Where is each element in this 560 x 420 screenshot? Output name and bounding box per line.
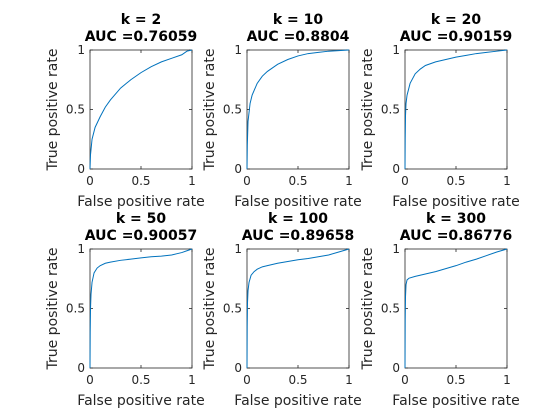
x-axis-label: False positive rate: [77, 194, 204, 210]
x-tick-label: 1: [345, 373, 353, 387]
roc-curve: [246, 49, 350, 170]
x-tick-label: 0: [401, 373, 409, 387]
x-tick-label: 0: [243, 373, 251, 387]
x-tick-label: 0.5: [131, 174, 150, 188]
x-tick-label: 0.5: [131, 373, 150, 387]
axes-box: [246, 248, 350, 369]
y-tick-label: 0.5: [381, 302, 400, 316]
y-axis-label: True positive rate: [360, 49, 376, 172]
x-tick-label: 0.5: [288, 174, 307, 188]
subplot-title-k: k = 50: [116, 211, 167, 227]
subplot-title-k: k = 300: [426, 211, 486, 227]
subplot-title-auc: AUC =0.86776: [400, 228, 512, 244]
x-tick-label: 1: [345, 174, 353, 188]
subplot-title-auc: AUC =0.90159: [400, 29, 512, 45]
subplot-title-k: k = 10: [273, 12, 324, 28]
x-tick-label: 0.5: [446, 174, 465, 188]
y-tick-label: 1: [392, 242, 400, 256]
x-tick-label: 0: [86, 373, 94, 387]
y-tick-label: 1: [234, 242, 242, 256]
y-tick-label: 0.5: [223, 302, 242, 316]
y-tick-label: 0: [234, 361, 242, 375]
y-tick-label: 0: [234, 162, 242, 176]
y-tick-label: 1: [234, 43, 242, 57]
y-tick-label: 0: [77, 162, 85, 176]
roc-curve: [246, 248, 350, 369]
axes-box: [89, 49, 193, 170]
subplot-title-auc: AUC =0.8804: [247, 29, 350, 45]
x-tick-label: 0: [86, 174, 94, 188]
x-tick-label: 1: [188, 174, 196, 188]
y-tick-label: 1: [77, 242, 85, 256]
subplot-title-auc: AUC =0.89658: [242, 228, 354, 244]
roc-curve: [404, 248, 508, 369]
y-tick-label: 0.5: [66, 103, 85, 117]
x-tick-label: 1: [188, 373, 196, 387]
x-axis-label: False positive rate: [234, 194, 361, 210]
y-axis-label: True positive rate: [360, 248, 376, 371]
x-tick-label: 0: [401, 174, 409, 188]
y-tick-label: 0.5: [223, 103, 242, 117]
axes-box: [404, 248, 508, 369]
roc-curve: [89, 248, 193, 369]
subplot-title-k: k = 20: [431, 12, 482, 28]
x-tick-label: 1: [503, 373, 511, 387]
x-axis-label: False positive rate: [234, 393, 361, 409]
y-axis-label: True positive rate: [202, 248, 218, 371]
y-tick-label: 0: [392, 162, 400, 176]
subplot-title-k: k = 2: [121, 12, 162, 28]
x-tick-label: 1: [503, 174, 511, 188]
roc-curve: [404, 49, 508, 170]
y-tick-label: 1: [77, 43, 85, 57]
subplot-title-auc: AUC =0.76059: [85, 29, 197, 45]
roc-curve: [89, 49, 193, 170]
x-tick-label: 0.5: [446, 373, 465, 387]
y-tick-label: 0: [77, 361, 85, 375]
x-tick-label: 0.5: [288, 373, 307, 387]
y-tick-label: 0: [392, 361, 400, 375]
axes-box: [89, 248, 193, 369]
y-axis-label: True positive rate: [45, 248, 61, 371]
x-tick-label: 0: [243, 174, 251, 188]
y-axis-label: True positive rate: [45, 49, 61, 172]
x-axis-label: False positive rate: [77, 393, 204, 409]
axes-box: [404, 49, 508, 170]
y-axis-label: True positive rate: [202, 49, 218, 172]
y-tick-label: 0.5: [381, 103, 400, 117]
axes-box: [246, 49, 350, 170]
subplot-title-k: k = 100: [268, 211, 328, 227]
x-axis-label: False positive rate: [392, 393, 519, 409]
subplot-title-auc: AUC =0.90057: [85, 228, 197, 244]
y-tick-label: 1: [392, 43, 400, 57]
x-axis-label: False positive rate: [392, 194, 519, 210]
y-tick-label: 0.5: [66, 302, 85, 316]
